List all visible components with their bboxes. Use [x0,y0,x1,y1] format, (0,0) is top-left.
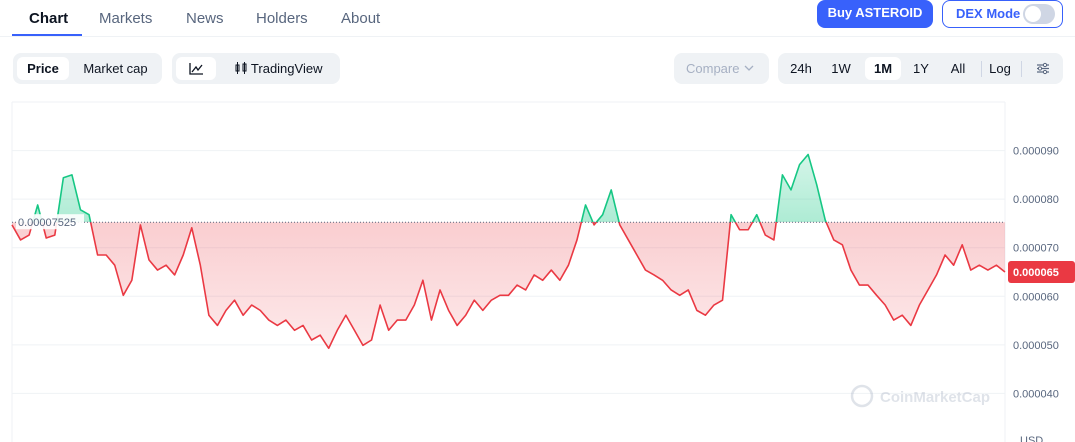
tab[interactable]: Holders [256,10,308,27]
tradingview-label: TradingView [250,61,323,76]
tab[interactable]: News [186,10,224,27]
tab[interactable]: Chart [29,10,69,27]
price-area [12,154,1005,349]
separator [1021,61,1022,77]
price-toggle[interactable]: Price [17,57,69,80]
y-tick-label: 0.000070 [1013,243,1059,255]
dex-mode-button[interactable]: DEX Mode [942,0,1063,28]
range-button[interactable]: All [950,61,966,76]
y-tick-label: 0.000080 [1013,194,1059,206]
separator [981,61,982,77]
y-tick-label: 0.000040 [1013,388,1059,400]
buy-button[interactable]: Buy ASTEROID [817,0,933,28]
log-button[interactable]: Log [989,61,1011,76]
chevron [744,65,754,71]
tab-indicator [12,34,82,37]
reference-label-bg [16,214,84,230]
watermark: CoinMarketCap [850,384,990,408]
compare-label: Compare [686,61,740,76]
tab[interactable]: Markets [99,10,153,27]
range-group: 24h 1W 1M 1Y All Log [778,53,1063,84]
line-icon [189,63,203,75]
candle-icon [235,62,247,74]
line-toggle[interactable] [176,57,216,80]
watermark-text: CoinMarketCap [880,389,990,406]
reference-label: 0.00007525 [18,217,76,229]
range-button[interactable]: 1M [865,57,901,80]
compare-dropdown[interactable]: Compare [674,53,769,84]
axis-unit: USD [1020,435,1043,442]
range-button[interactable]: 24h [790,61,812,76]
range-button[interactable]: 1W [831,61,851,76]
price-tag [1008,261,1075,283]
toggle[interactable] [1023,4,1055,24]
range-button[interactable]: 1Y [913,61,929,76]
y-tick-label: 0.000060 [1013,291,1059,303]
y-tick-label: 0.000050 [1013,340,1059,352]
tradingview-toggle[interactable]: TradingView [228,57,328,80]
price-line [11,153,1006,350]
price-tag-label: 0.000065 [1013,267,1059,279]
watermark-logo [850,384,874,408]
settings-icon[interactable] [1036,62,1050,75]
market-cap-toggle[interactable]: Market cap [83,61,148,76]
dex-mode-label: DEX Mode [956,6,1021,21]
tab[interactable]: About [341,10,381,27]
y-tick-label: 0.000090 [1013,146,1059,158]
chart-style-group: TradingView [172,53,340,84]
chart-kind-group: Price Market cap [13,53,162,84]
divider [0,36,1075,37]
